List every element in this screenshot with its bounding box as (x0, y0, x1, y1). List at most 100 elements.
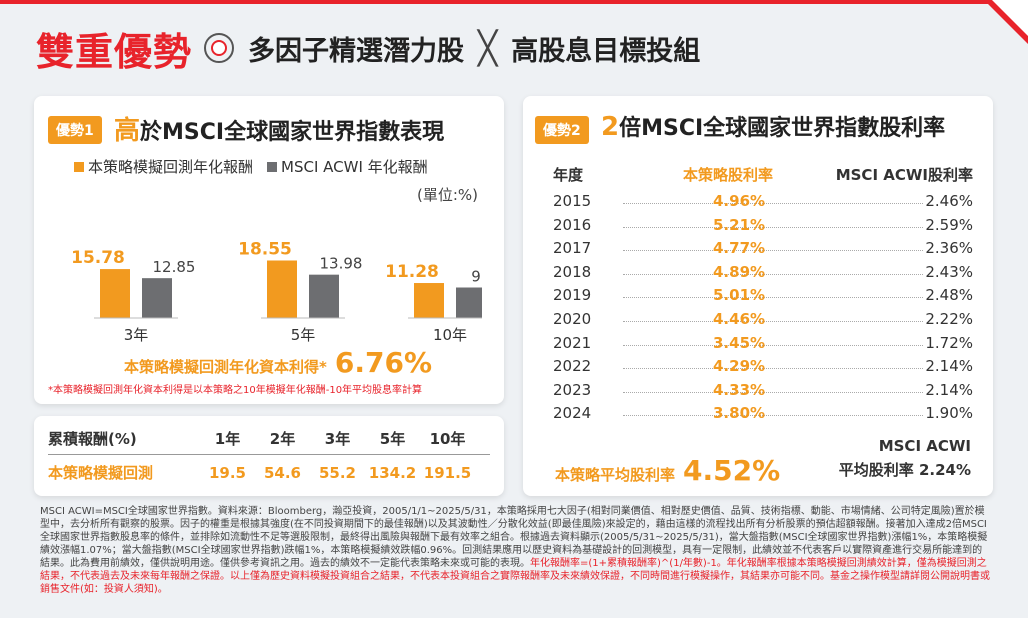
strategy-average-yield: 本策略平均股利率 4.52% (555, 454, 780, 487)
yield-strategy: 3.45% (713, 333, 766, 352)
strategy-average-label: 本策略平均股利率 (555, 466, 676, 484)
top-red-line (0, 0, 1028, 4)
yield-msci: 2.43% (925, 262, 973, 281)
yield-strategy: 5.01% (713, 286, 766, 305)
yield-row-dots (623, 321, 923, 322)
excess-return: 本策略模擬回測年化資本利得* 6.76% (124, 346, 432, 379)
chart-unit: (單位:%) (416, 186, 478, 204)
cumulative-value: 191.5 (423, 463, 472, 482)
yield-row-dots (623, 226, 923, 228)
cumulative-period: 5年 (379, 430, 406, 448)
yield-row-dots (623, 273, 923, 275)
yield-row-dots (623, 250, 923, 252)
bar-value-label: 18.55 (238, 239, 292, 259)
yield-strategy: 3.80% (713, 404, 766, 423)
legend-msci-label: MSCI ACWI 年化報酬 (281, 158, 428, 176)
bar-value-label: 9.84 (471, 267, 482, 285)
cumulative-period: 10年 (429, 430, 466, 448)
advantage1-title-rest: 於MSCI全球國家世界指數表現 (140, 120, 445, 145)
yield-year: 2018 (553, 262, 592, 281)
yield-row: 2015 4.96% 2.46% (553, 192, 973, 215)
msci-average-line1: MSCI ACWI (878, 437, 971, 455)
yield-col-strategy: 本策略股利率 (683, 166, 774, 184)
brand-emblem-icon (204, 33, 235, 63)
yield-col-msci: MSCI ACWI股利率 (835, 166, 973, 184)
advantage1-title-highlight: 高 (114, 116, 141, 146)
page-header: 雙重優勢 多因子精選潛力股 ╳ 高股息目標投組 (36, 18, 700, 78)
cumulative-header-row: 累積報酬(%) 1年 2年 3年 5年 10年 (48, 428, 494, 449)
cumulative-data-row: 本策略模擬回測 19.5 54.6 55.2 134.2 191.5 (48, 462, 494, 483)
strategy-average-value: 4.52% (683, 454, 781, 487)
yield-year: 2017 (553, 239, 592, 258)
yield-msci: 2.46% (925, 192, 973, 210)
yield-msci: 2.36% (925, 239, 973, 258)
yield-msci: 2.14% (925, 357, 973, 376)
yield-row-dots (623, 203, 923, 204)
bar-value-label: 13.98 (320, 255, 363, 273)
yield-year: 2021 (553, 333, 592, 352)
corner-decoration-inner (992, 0, 1028, 36)
cumulative-value: 19.5 (208, 463, 246, 482)
yield-row: 2022 4.29% 2.14% (553, 357, 973, 380)
disclaimer: MSCI ACWI=MSCI全球國家世界指數。資料來源：Bloomberg，瀚亞… (40, 505, 992, 596)
yield-row-dots (623, 391, 923, 393)
excess-return-footnote: *本策略模擬回測年化資本利得是以本策略之10年模擬年化報酬-10年平均股息率計算 (48, 385, 423, 396)
legend-strategy-label: 本策略模擬回測年化報酬 (88, 158, 254, 176)
subtitle-right: 高股息目標投組 (511, 35, 701, 67)
yield-year: 2024 (553, 404, 592, 423)
yield-msci: 2.48% (925, 286, 973, 305)
yield-row-dots (623, 297, 923, 299)
bar-msci (456, 287, 482, 318)
yield-col-year: 年度 (553, 166, 584, 184)
excess-return-label: 本策略模擬回測年化資本利得* (124, 358, 327, 376)
yield-row: 2017 4.77% 2.36% (553, 239, 973, 262)
cumulative-header-label: 累積報酬(%) (48, 430, 137, 448)
yield-row-dots (623, 344, 923, 346)
yield-row: 2023 4.33% 2.14% (553, 381, 973, 404)
advantage2-title-rest: 倍MSCI全球國家世界指數股利率 (619, 116, 946, 141)
cumulative-divider (48, 454, 490, 455)
yield-strategy: 5.21% (713, 215, 766, 234)
advantage2-card: 優勢2 2倍MSCI全球國家世界指數股利率 年度 本策略股利率 MSCI ACW… (523, 96, 993, 496)
disclaimer-text: MSCI ACWI=MSCI全球國家世界指數。資料來源：Bloomberg，瀚亞… (40, 506, 988, 569)
category-label: 3年 (124, 326, 149, 344)
yield-strategy: 4.96% (713, 192, 766, 210)
disclaimer-red-text: 年化報酬率=(1+累積報酬率)^(1/年數)-1。年化報酬率根據本策略模擬回測績… (40, 558, 990, 595)
yield-strategy: 4.29% (713, 357, 766, 376)
yield-year: 2016 (553, 215, 592, 234)
subtitle-left: 多因子精選潛力股 (248, 35, 465, 67)
bar-strategy (414, 283, 444, 318)
yield-msci: 1.90% (925, 404, 973, 423)
yield-strategy: 4.33% (713, 380, 766, 399)
page-title: 雙重優勢 (36, 29, 193, 74)
chart-legend: 本策略模擬回測年化報酬 MSCI ACWI 年化報酬 (74, 156, 428, 177)
bar-value-label: 12.85 (153, 258, 196, 276)
yield-msci: 2.59% (925, 215, 973, 234)
yield-row: 2018 4.89% 2.43% (553, 263, 973, 286)
yield-row-dots (623, 415, 923, 417)
category-label: 5年 (291, 326, 316, 344)
separator-icon: ╳ (478, 29, 498, 67)
yield-msci: 2.22% (925, 310, 973, 328)
bar-msci (309, 274, 339, 318)
yield-strategy: 4.89% (713, 262, 766, 281)
cumulative-period: 1年 (214, 430, 241, 448)
bar-msci (142, 278, 172, 318)
annualized-return-chart: 15.78 12.85 3年 18.55 13.98 5年 11.28 9.84 10年 (71, 239, 482, 344)
yield-year: 2023 (553, 380, 592, 399)
bar-value-label: 11.28 (385, 262, 439, 282)
yield-year: 2020 (553, 310, 592, 328)
cumulative-return-card: 累積報酬(%) 1年 2年 3年 5年 10年 本策略模擬回測 19.5 54.… (34, 416, 504, 496)
advantage1-title: 高於MSCI全球國家世界指數表現 (114, 110, 444, 147)
yield-row: 2021 3.45% 1.72% (553, 334, 973, 357)
yield-year: 2015 (553, 192, 592, 210)
advantage1-badge: 優勢1 (48, 116, 102, 144)
msci-average-line2: 平均股利率 2.24% (838, 461, 971, 479)
legend-strategy-swatch (74, 161, 84, 172)
cumulative-value: 134.2 (368, 463, 417, 482)
excess-return-value: 6.76% (334, 346, 432, 379)
yield-row-dots (623, 368, 923, 370)
yield-strategy: 4.77% (713, 239, 766, 258)
msci-average-yield: MSCI ACWI 平均股利率 2.24% (839, 434, 971, 482)
cumulative-value: 55.2 (318, 463, 356, 482)
